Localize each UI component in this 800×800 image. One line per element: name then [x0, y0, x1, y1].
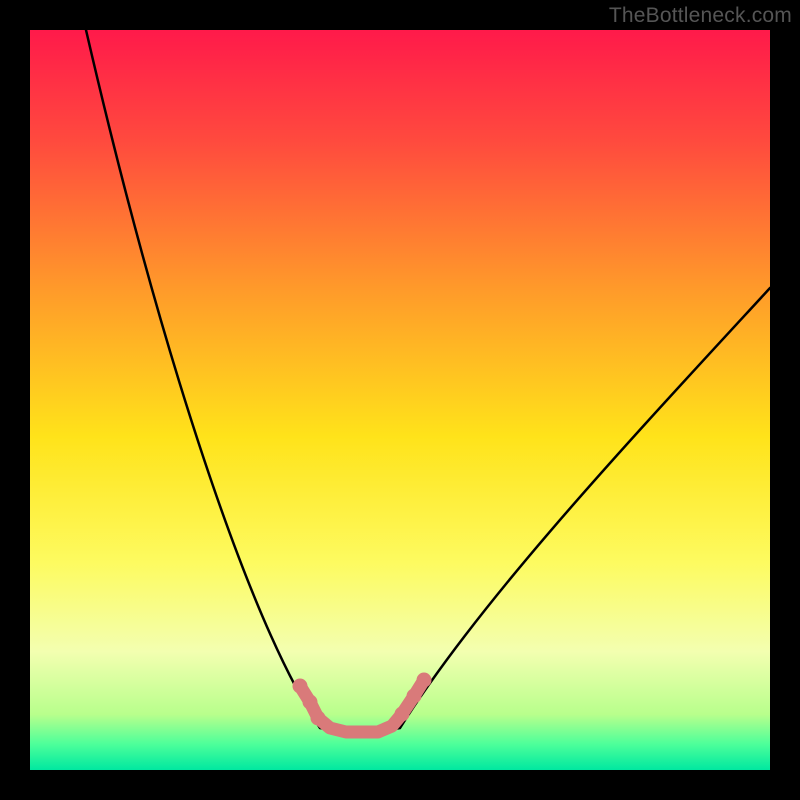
marker-dot [407, 689, 422, 704]
marker-dot [311, 711, 326, 726]
marker-dot [395, 707, 410, 722]
marker-dot [293, 679, 308, 694]
plot-background [30, 30, 770, 770]
chart-svg [0, 0, 800, 800]
marker-dot [303, 695, 318, 710]
watermark-text: TheBottleneck.com [609, 4, 792, 28]
chart-root: TheBottleneck.com [0, 0, 800, 800]
marker-dot [417, 673, 432, 688]
